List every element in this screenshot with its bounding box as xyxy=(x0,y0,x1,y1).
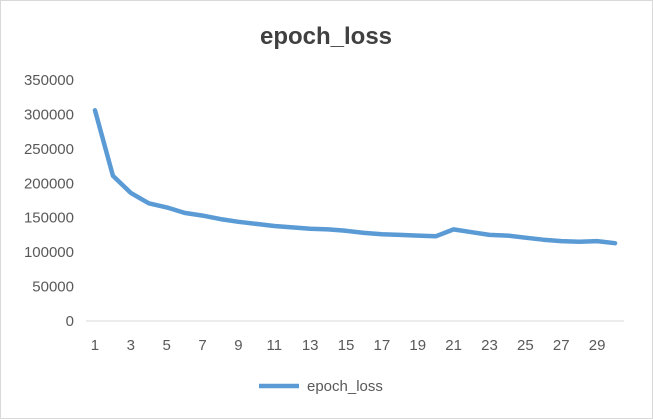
legend-label: epoch_loss xyxy=(307,378,383,395)
legend: epoch_loss xyxy=(259,378,383,395)
y-axis-tick-labels: 0 50000 100000 150000 200000 250000 300000 3500… xyxy=(24,72,74,330)
y-tick-label: 100000 xyxy=(24,244,74,261)
x-tick-label: 23 xyxy=(481,337,498,354)
x-tick-label: 17 xyxy=(374,337,391,354)
y-tick-label: 0 xyxy=(66,313,74,330)
x-tick-label: 25 xyxy=(517,337,534,354)
x-tick-label: 21 xyxy=(445,337,462,354)
x-tick-label: 1 xyxy=(91,337,99,354)
x-tick-label: 29 xyxy=(589,337,606,354)
chart-title: epoch_loss xyxy=(260,23,392,50)
x-tick-label: 5 xyxy=(163,337,171,354)
y-tick-label: 150000 xyxy=(24,210,74,227)
x-tick-label: 7 xyxy=(198,337,206,354)
y-tick-label: 300000 xyxy=(24,106,74,123)
x-tick-label: 19 xyxy=(409,337,426,354)
x-tick-label: 15 xyxy=(338,337,355,354)
x-tick-label: 27 xyxy=(553,337,570,354)
x-tick-label: 11 xyxy=(267,337,283,354)
y-tick-label: 250000 xyxy=(24,141,74,158)
series-line-epoch_loss xyxy=(92,108,618,246)
x-tick-label: 3 xyxy=(127,337,135,354)
series-layer xyxy=(92,108,618,246)
y-tick-label: 350000 xyxy=(24,72,74,89)
x-axis-tick-labels: 1 3 5 7 9 11 13 15 17 19 21 23 25 27 29 xyxy=(91,337,606,354)
y-tick-label: 200000 xyxy=(24,175,74,192)
y-tick-label: 50000 xyxy=(32,279,74,296)
x-tick-label: 13 xyxy=(302,337,319,354)
x-tick-label: 9 xyxy=(234,337,242,354)
